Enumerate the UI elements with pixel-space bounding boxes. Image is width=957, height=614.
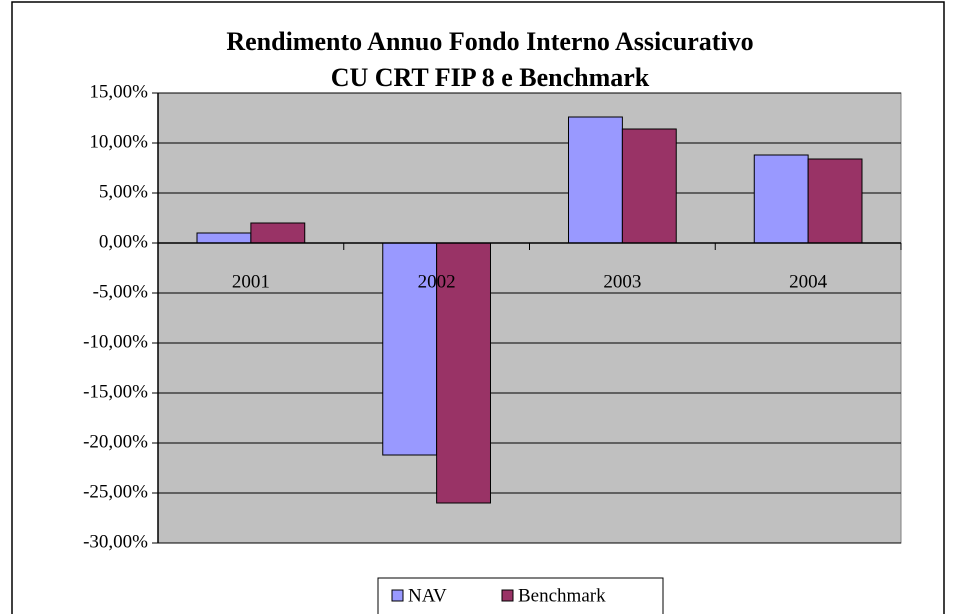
bar <box>753 154 809 244</box>
x-tick-label: 2004 <box>789 271 828 292</box>
bar <box>621 128 677 244</box>
bar <box>196 232 252 244</box>
legend-label: NAV <box>408 585 447 606</box>
y-tick-label: -15,00% <box>83 381 148 402</box>
bar <box>382 242 438 456</box>
bar <box>250 222 306 244</box>
legend-box <box>377 577 664 614</box>
y-tick-label: 10,00% <box>89 131 148 152</box>
x-tick-label: 2002 <box>418 271 456 292</box>
y-tick-label: -25,00% <box>83 481 148 502</box>
x-tick-label: 2001 <box>232 271 270 292</box>
legend-swatch <box>501 589 514 602</box>
legend-label: Benchmark <box>518 585 606 606</box>
x-tick-label: 2003 <box>603 271 641 292</box>
bar <box>568 116 623 244</box>
y-tick-label: 15,00% <box>89 81 148 102</box>
y-tick-label: -30,00% <box>83 531 148 552</box>
bar <box>807 158 863 244</box>
chart-title: Rendimento Annuo Fondo Interno Assicurat… <box>226 27 753 56</box>
y-tick-label: 0,00% <box>99 231 148 252</box>
chart-subtitle: CU CRT FIP 8 e Benchmark <box>331 63 650 92</box>
y-tick-label: -5,00% <box>93 281 149 302</box>
y-tick-label: -10,00% <box>83 331 148 352</box>
y-tick-label: 5,00% <box>99 181 148 202</box>
y-tick-label: -20,00% <box>83 431 148 452</box>
legend: NAV Benchmark <box>377 577 664 614</box>
legend-swatch <box>391 589 404 602</box>
